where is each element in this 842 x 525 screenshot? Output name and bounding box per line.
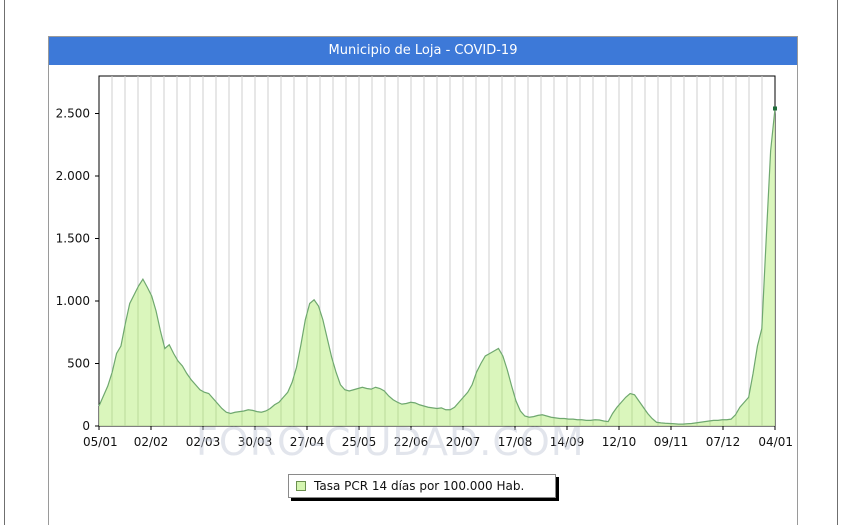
x-tick-label: 02/03 bbox=[186, 435, 221, 449]
x-tick-label: 04/01 bbox=[758, 435, 793, 449]
x-tick-label: 07/12 bbox=[706, 435, 741, 449]
x-tick-label: 30/03 bbox=[238, 435, 273, 449]
x-tick-label: 20/07 bbox=[446, 435, 481, 449]
x-tick-label: 14/09 bbox=[550, 435, 585, 449]
legend-label: Tasa PCR 14 días por 100.000 Hab. bbox=[314, 479, 525, 493]
x-tick-label: 02/02 bbox=[134, 435, 169, 449]
chart-legend: Tasa PCR 14 días por 100.000 Hab. bbox=[288, 474, 556, 498]
x-tick-label: 22/06 bbox=[394, 435, 429, 449]
legend-swatch bbox=[296, 481, 306, 491]
watermark: FORO-CIUDAD.COM bbox=[196, 420, 585, 464]
y-tick-label: 1.500 bbox=[56, 232, 90, 246]
window-frame bbox=[4, 0, 838, 525]
series-line bbox=[98, 108, 776, 425]
x-tick-label: 05/01 bbox=[83, 435, 118, 449]
y-tick-label: 1.000 bbox=[56, 294, 90, 308]
y-tick-label: 2.000 bbox=[56, 169, 90, 183]
x-tick-label: 09/11 bbox=[654, 435, 689, 449]
x-tick-label: 17/08 bbox=[498, 435, 533, 449]
series-point-last bbox=[773, 106, 777, 111]
area-fill bbox=[99, 108, 775, 426]
x-tick-label: 27/04 bbox=[290, 435, 325, 449]
chart-title: Municipio de Loja - COVID-19 bbox=[49, 37, 797, 65]
x-tick-label: 12/10 bbox=[602, 435, 637, 449]
y-tick-label: 0 bbox=[82, 419, 90, 433]
y-tick-label: 2.500 bbox=[56, 107, 90, 121]
y-tick-label: 500 bbox=[67, 357, 90, 371]
x-tick-label: 25/05 bbox=[342, 435, 377, 449]
